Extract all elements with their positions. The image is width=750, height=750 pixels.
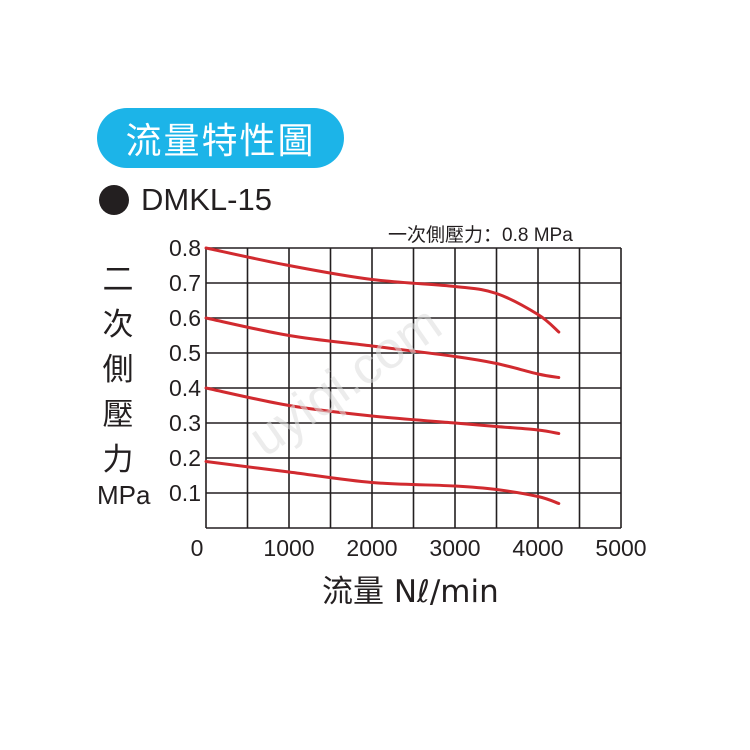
x-tick-label: 5000 [595, 535, 646, 561]
y-axis-label-char: 力 [102, 442, 134, 478]
x-tick-label: 0 [191, 535, 204, 561]
y-axis-unit: MPa [97, 480, 151, 510]
model-name: DMKL-15 [141, 182, 272, 217]
x-tick-label: 2000 [346, 535, 397, 561]
x-axis-label: 流量 Nℓ/min [322, 574, 499, 610]
y-tick-label: 0.2 [169, 445, 201, 471]
chart-title-badge: 流量特性圖 [97, 108, 344, 168]
x-tick-label: 3000 [429, 535, 480, 561]
y-axis-label-char: 側 [102, 352, 134, 388]
y-tick-label: 0.8 [169, 235, 201, 261]
y-axis-label-char: 壓 [102, 397, 134, 433]
y-axis-label-char: 二 [102, 262, 134, 298]
y-tick-label: 0.3 [169, 410, 201, 436]
y-tick-label: 0.4 [169, 375, 201, 401]
pressure-curve [204, 246, 561, 334]
pressure-curve [204, 316, 561, 379]
chart-curves [204, 246, 561, 505]
watermark: uyiqi.com [239, 294, 452, 467]
y-tick-label: 0.6 [169, 305, 201, 331]
y-axis-label: 二 次 側 壓 力 [102, 258, 134, 483]
x-tick-label: 1000 [263, 535, 314, 561]
bullet-icon [99, 185, 129, 215]
y-axis-label-char: 次 [102, 307, 134, 343]
y-tick-label: 0.5 [169, 340, 201, 366]
y-tick-label: 0.7 [169, 270, 201, 296]
pressure-curve [204, 460, 561, 505]
x-tick-label: 4000 [512, 535, 563, 561]
pressure-curve [204, 386, 561, 435]
chart-ticks: 0 1000 2000 3000 4000 5000 0.1 0.2 0.3 0.4 0.5 0.6 0… [169, 235, 647, 561]
model-row: DMKL-15 [99, 180, 272, 220]
y-tick-label: 0.1 [169, 480, 201, 506]
inlet-pressure-note: 一次側壓力：0.8 MPa [388, 225, 573, 246]
chart-title: 流量特性圖 [125, 121, 316, 162]
